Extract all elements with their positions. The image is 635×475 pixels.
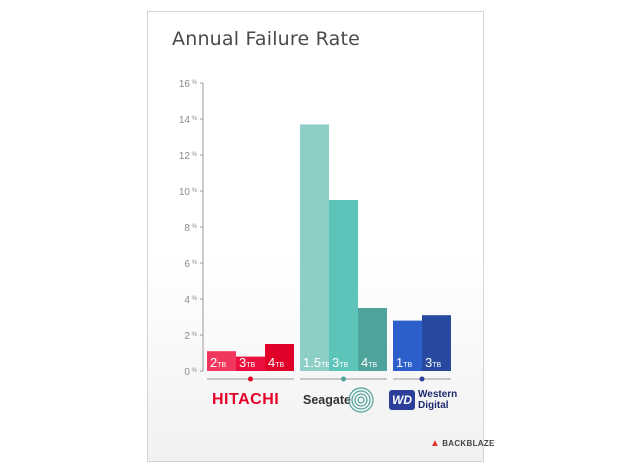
bar-label: 3TB [239,355,256,370]
backblaze-logo-text: BACKBLAZE [442,439,495,448]
group-dot [419,376,425,382]
bar [422,315,451,371]
bar-label: 1TB [396,355,413,370]
group-dot [341,376,346,382]
group-dot [248,376,253,382]
seagate-logo-text: Seagate [303,393,351,407]
seagate-swirl-icon [348,387,374,413]
seagate-logo: Seagate [303,393,351,407]
bar [207,351,236,371]
bar [393,320,422,371]
y-tick-label: 16 % [179,79,198,90]
y-tick-label: 8 % [184,223,197,234]
bar [329,200,358,371]
y-tick-label: 2 % [184,331,197,342]
bar-label: 3TB [332,355,349,370]
chart-title: Annual Failure Rate [172,28,361,50]
wd-badge-logo: WD [389,390,415,410]
wd-name-line1: Western [418,389,458,400]
bar [358,308,387,371]
bar-label: 3TB [425,355,442,370]
y-tick-label: 14 % [179,115,198,126]
flame-icon: ▲ [430,438,441,449]
hitachi-logo: HITACHI [212,391,280,408]
bar-label: 4TB [361,355,378,370]
backblaze-logo: ▲ BACKBLAZE [430,438,495,449]
wd-name-logo: Western Digital [418,389,457,411]
y-tick-label: 10 % [179,187,198,198]
y-tick-label: 0 % [184,367,197,378]
y-tick-label: 6 % [184,259,197,270]
bar [236,356,265,371]
bar [265,344,294,371]
y-tick-label: 4 % [184,295,197,306]
y-tick-label: 12 % [179,151,198,162]
bar-label: 2TB [210,355,227,370]
bar-label: 1.5TB [303,355,330,370]
wd-name-line2: Digital [418,400,449,411]
bar-label: 4TB [268,355,285,370]
bar [300,124,329,372]
